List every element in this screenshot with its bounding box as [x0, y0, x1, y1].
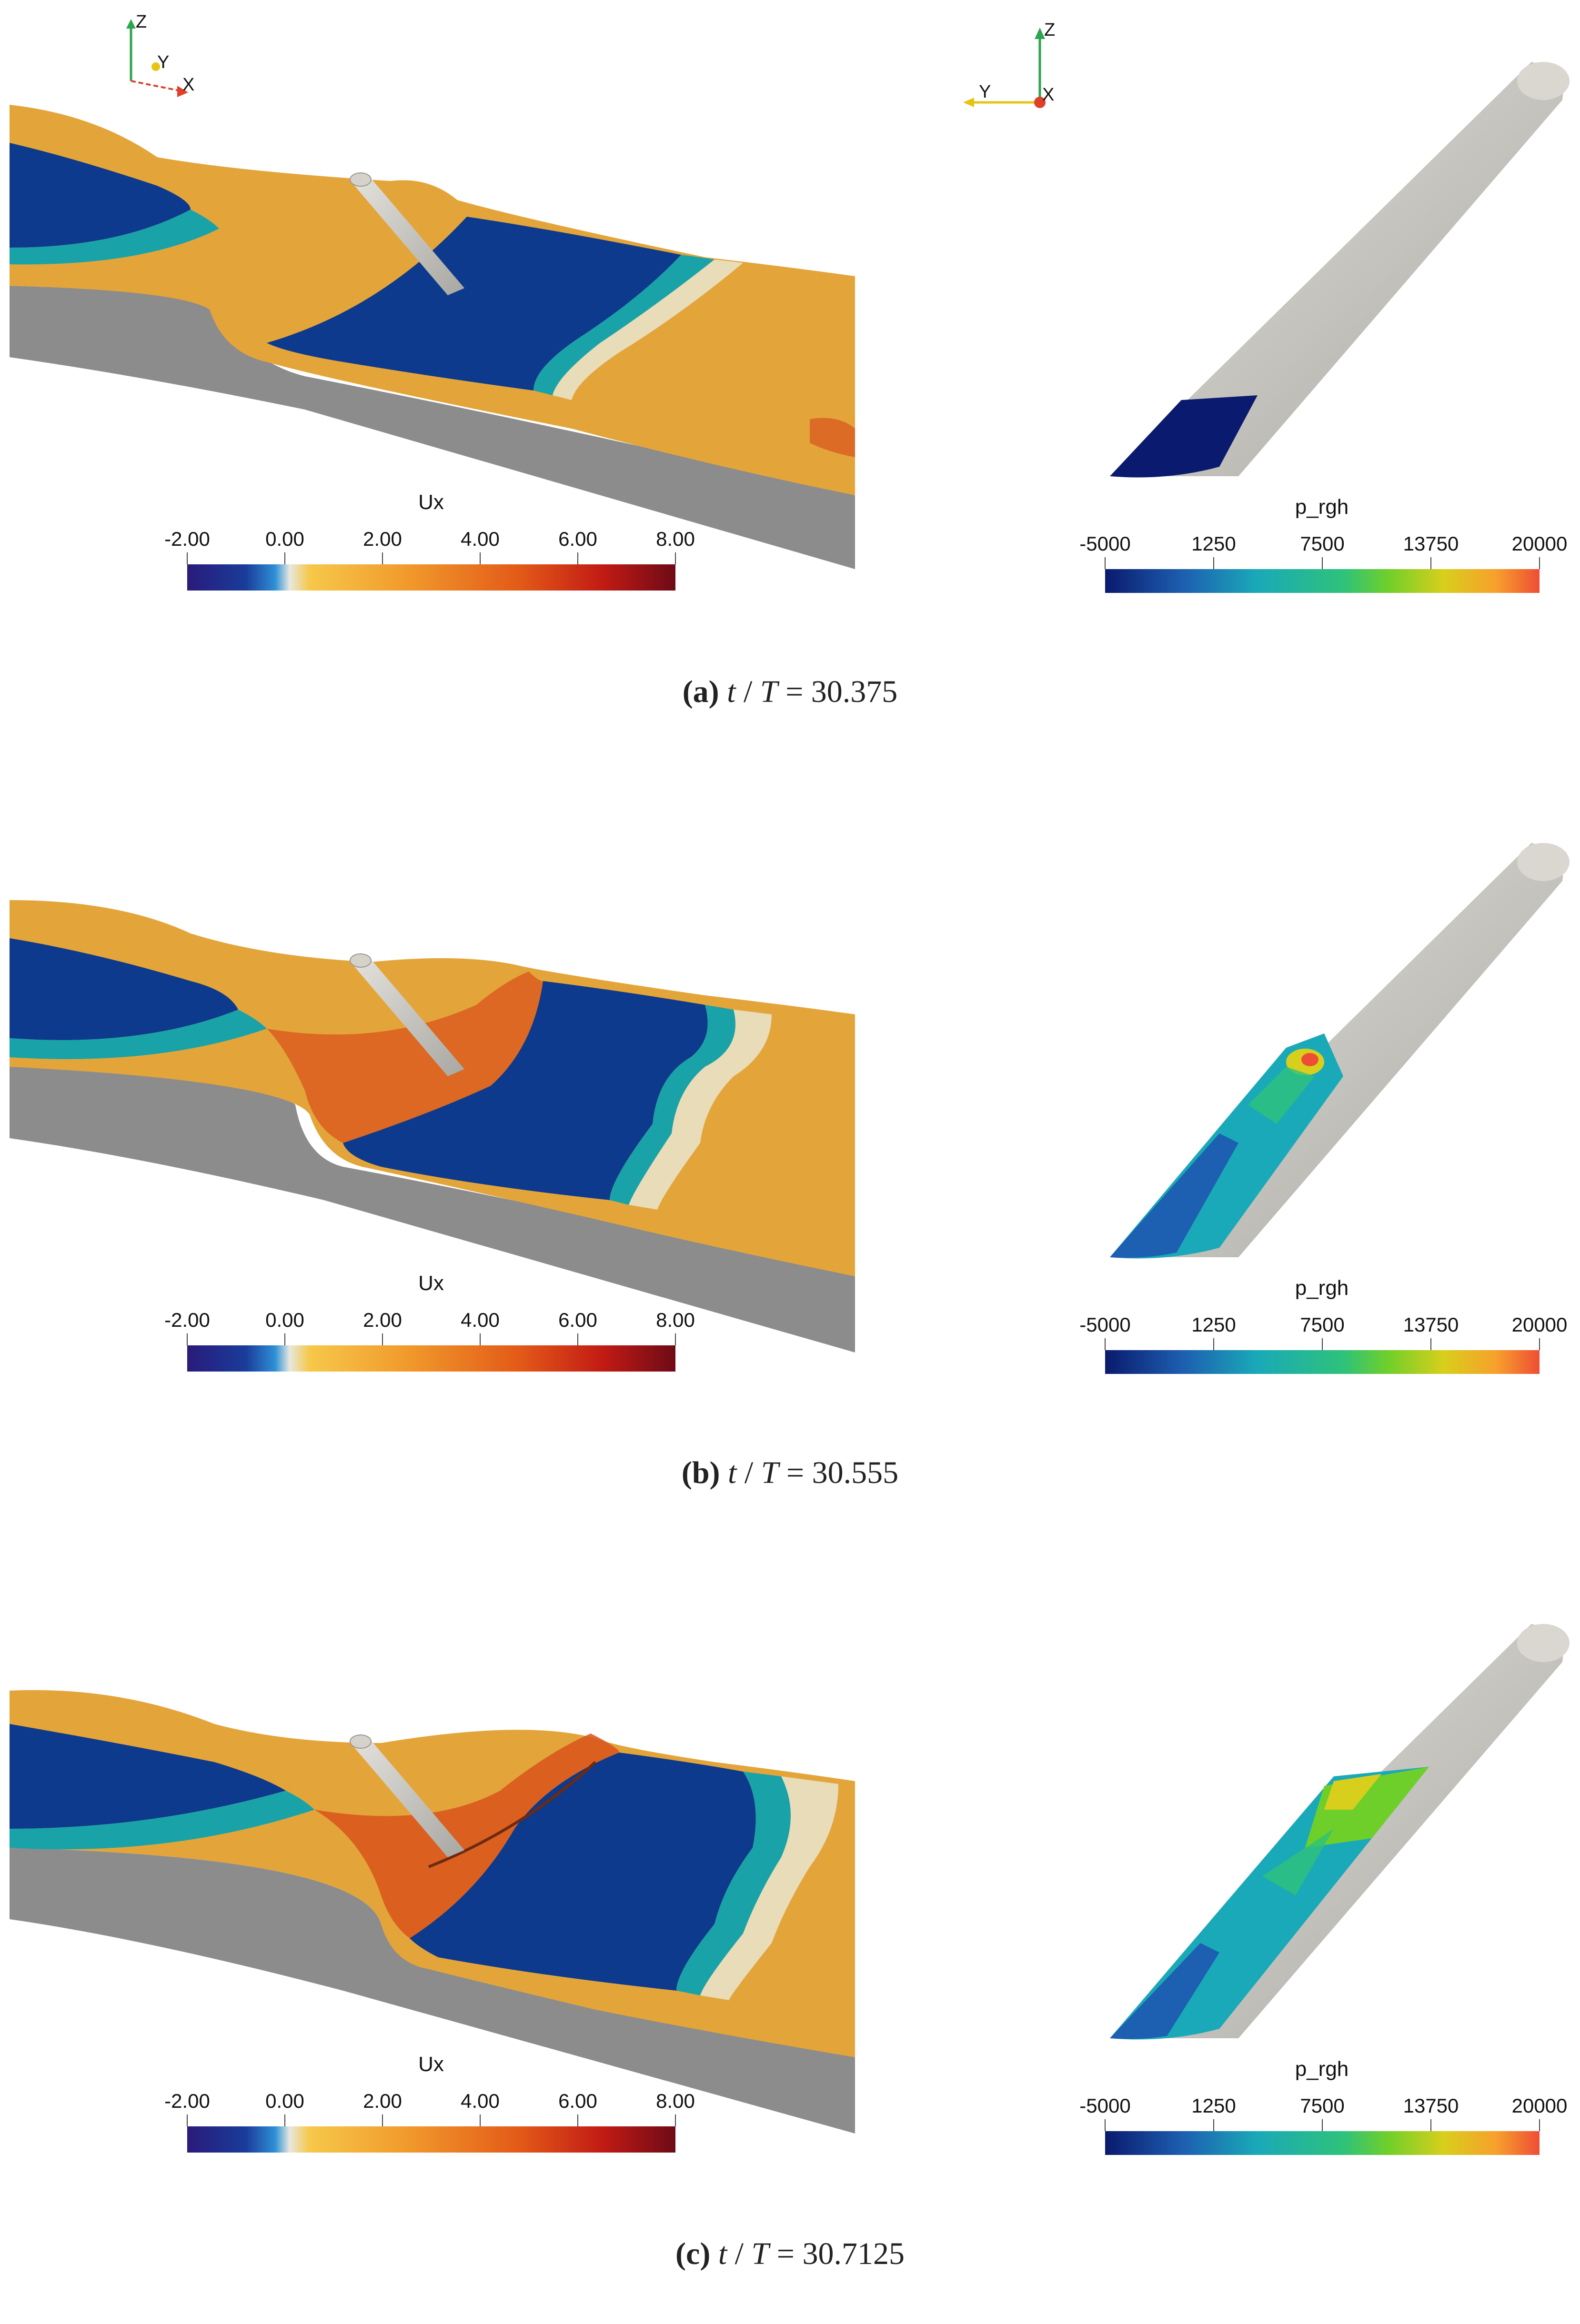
- ux-colorbar-title-c: Ux: [418, 2053, 444, 2076]
- monopile-cylinder: [350, 1734, 464, 1857]
- p-tick: -5000: [1079, 2094, 1131, 2117]
- p-tick: 7500: [1300, 532, 1345, 555]
- ux-colorbar-a: [187, 552, 676, 591]
- ux-tick: 0.00: [265, 528, 304, 550]
- p-tick: 20000: [1511, 532, 1568, 555]
- ux-colorbar-title-a: Ux: [418, 491, 444, 514]
- p-tick: 13750: [1403, 2094, 1459, 2117]
- ux-tick: 0.00: [265, 1309, 304, 1331]
- ux-tick: 8.00: [656, 2090, 695, 2112]
- ux-colorbar-c: [187, 2114, 676, 2153]
- panel-a-scene: [10, 62, 1570, 569]
- panel-c-scene: [10, 1624, 1570, 2134]
- axis-triad-left: [126, 19, 188, 97]
- p-tick: 7500: [1300, 2094, 1345, 2117]
- p-tick: 1250: [1191, 2094, 1236, 2117]
- panel-b-scene: [10, 843, 1570, 1352]
- ux-tick: 2.00: [363, 2090, 402, 2112]
- pile-pressure-view: [1110, 1624, 1570, 2040]
- ux-tick: 4.00: [461, 528, 500, 550]
- ux-tick: 2.00: [363, 528, 402, 550]
- axis-label-x-left: X: [182, 75, 195, 95]
- p-tick: 13750: [1403, 532, 1459, 555]
- p-tick: 7500: [1300, 1313, 1345, 1336]
- ux-tick: 6.00: [558, 528, 597, 550]
- monopile-cylinder: [350, 953, 464, 1076]
- ux-tick: 8.00: [656, 528, 695, 550]
- ux-tick: 8.00: [656, 1309, 695, 1331]
- p-colorbar-b: [1105, 1338, 1540, 1374]
- monopile-cylinder: [350, 172, 464, 295]
- p-colorbar-title-c: p_rgh: [1295, 2057, 1349, 2081]
- axis-label-x-right: X: [1042, 85, 1055, 105]
- p-tick: -5000: [1079, 532, 1131, 555]
- ux-tick: 0.00: [265, 2090, 304, 2112]
- axis-label-y-right: Y: [979, 82, 991, 102]
- axis-triads: [126, 19, 1046, 108]
- ux-tick: 6.00: [558, 2090, 597, 2112]
- pile-pressure-view: [1110, 62, 1570, 478]
- axis-label-z-right: Z: [1044, 20, 1056, 40]
- ux-tick: 2.00: [363, 1309, 402, 1331]
- caption-b: (b) t / T = 30.555: [681, 1455, 899, 1490]
- ux-tick: -2.00: [164, 1309, 210, 1331]
- caption-c: (c) t / T = 30.7125: [675, 2236, 905, 2271]
- ux-colorbar-title-b: Ux: [418, 1272, 444, 1295]
- p-tick: 20000: [1511, 1313, 1568, 1336]
- p-colorbar-a: [1105, 557, 1540, 593]
- caption-a: (a) t / T = 30.375: [682, 674, 898, 709]
- p-colorbar-c: [1105, 2119, 1540, 2155]
- axis-label-y-left: Y: [157, 52, 170, 72]
- p-tick: 13750: [1403, 1313, 1459, 1336]
- p-colorbar-title-b: p_rgh: [1295, 1276, 1349, 1300]
- p-tick: 1250: [1191, 532, 1236, 555]
- axis-triad-right: [963, 28, 1046, 108]
- ux-tick: 4.00: [461, 1309, 500, 1331]
- p-tick: -5000: [1079, 1313, 1131, 1336]
- ux-colorbar-b: [187, 1333, 676, 1372]
- p-tick: 1250: [1191, 1313, 1236, 1336]
- seabed-slab: [10, 286, 855, 569]
- p-tick: 20000: [1511, 2094, 1568, 2117]
- p-colorbar-title-a: p_rgh: [1295, 495, 1349, 519]
- ux-tick: 6.00: [558, 1309, 597, 1331]
- ux-tick: -2.00: [164, 528, 210, 550]
- ux-tick: 4.00: [461, 2090, 500, 2112]
- ux-tick: -2.00: [164, 2090, 210, 2112]
- pile-pressure-view: [1110, 843, 1570, 1259]
- axis-label-z-left: Z: [136, 12, 147, 32]
